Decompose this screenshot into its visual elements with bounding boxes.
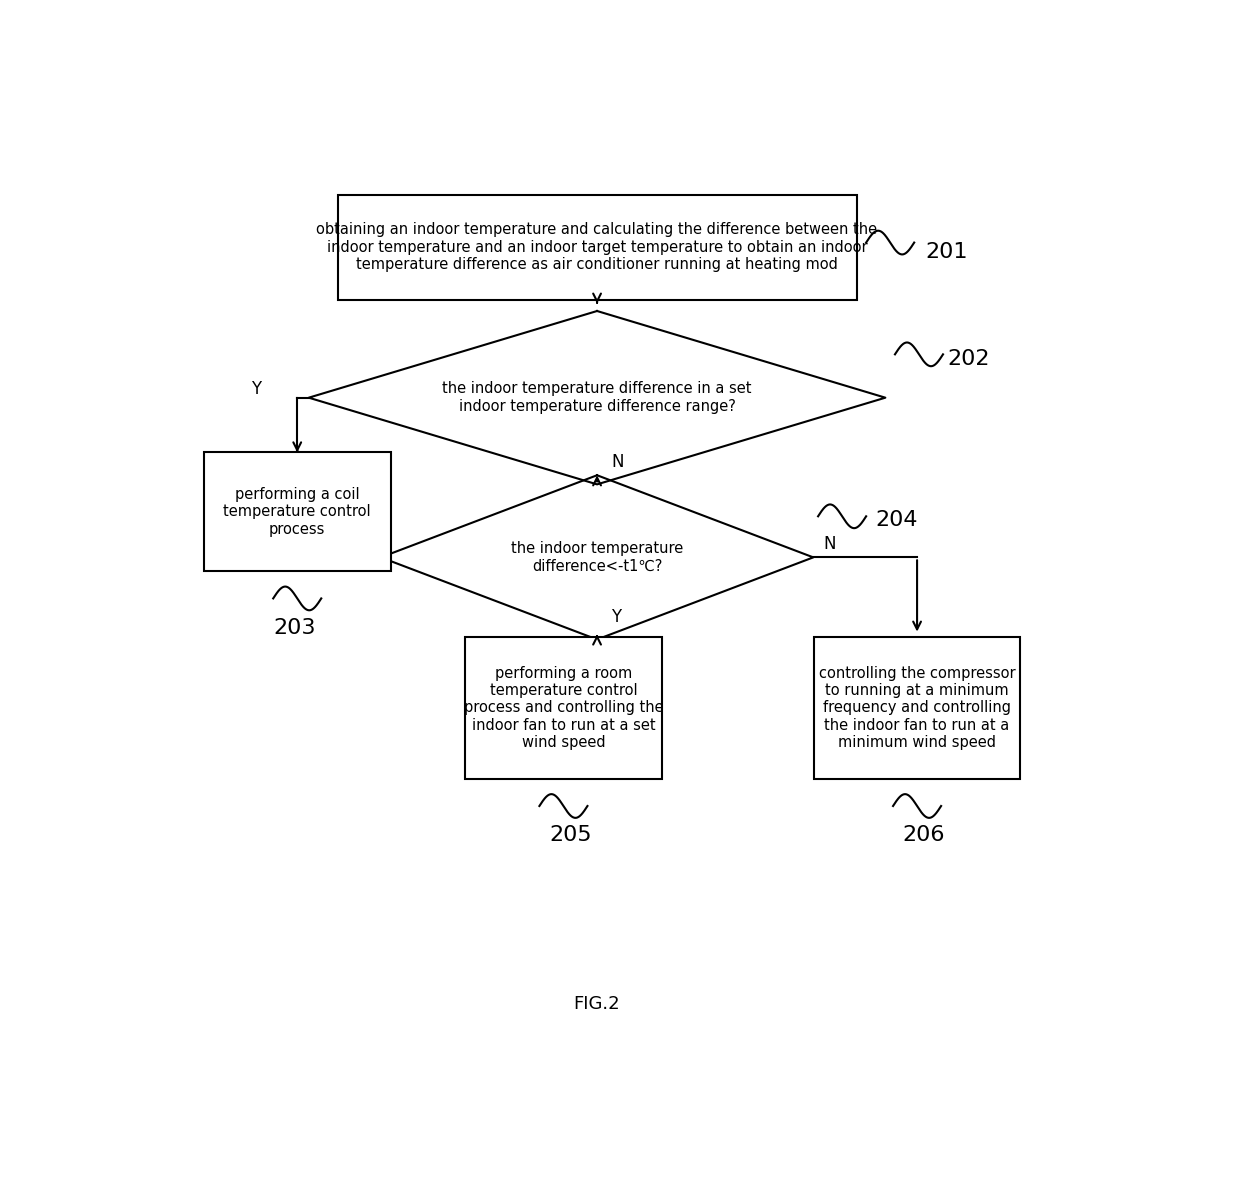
Text: the indoor temperature difference in a set
indoor temperature difference range?: the indoor temperature difference in a s… xyxy=(443,382,751,414)
Text: 201: 201 xyxy=(926,242,968,262)
Bar xyxy=(203,453,391,571)
Text: Y: Y xyxy=(250,379,260,397)
Text: 206: 206 xyxy=(903,825,945,845)
Text: 204: 204 xyxy=(875,511,919,531)
Text: obtaining an indoor temperature and calculating the difference between the
indoo: obtaining an indoor temperature and calc… xyxy=(316,223,878,273)
Text: performing a room
temperature control
process and controlling the
indoor fan to : performing a room temperature control pr… xyxy=(464,666,663,750)
Bar xyxy=(337,194,857,300)
Text: 205: 205 xyxy=(549,825,591,845)
Text: 202: 202 xyxy=(947,348,991,369)
Bar xyxy=(465,638,662,779)
Text: 203: 203 xyxy=(273,617,316,638)
Text: Y: Y xyxy=(611,608,621,626)
Text: N: N xyxy=(823,534,836,552)
Text: the indoor temperature
difference<-t1℃?: the indoor temperature difference<-t1℃? xyxy=(511,542,683,574)
Text: FIG.2: FIG.2 xyxy=(574,995,620,1013)
Text: N: N xyxy=(611,453,624,470)
Text: controlling the compressor
to running at a minimum
frequency and controlling
the: controlling the compressor to running at… xyxy=(818,666,1016,750)
Bar xyxy=(813,638,1021,779)
Text: performing a coil
temperature control
process: performing a coil temperature control pr… xyxy=(223,487,371,537)
